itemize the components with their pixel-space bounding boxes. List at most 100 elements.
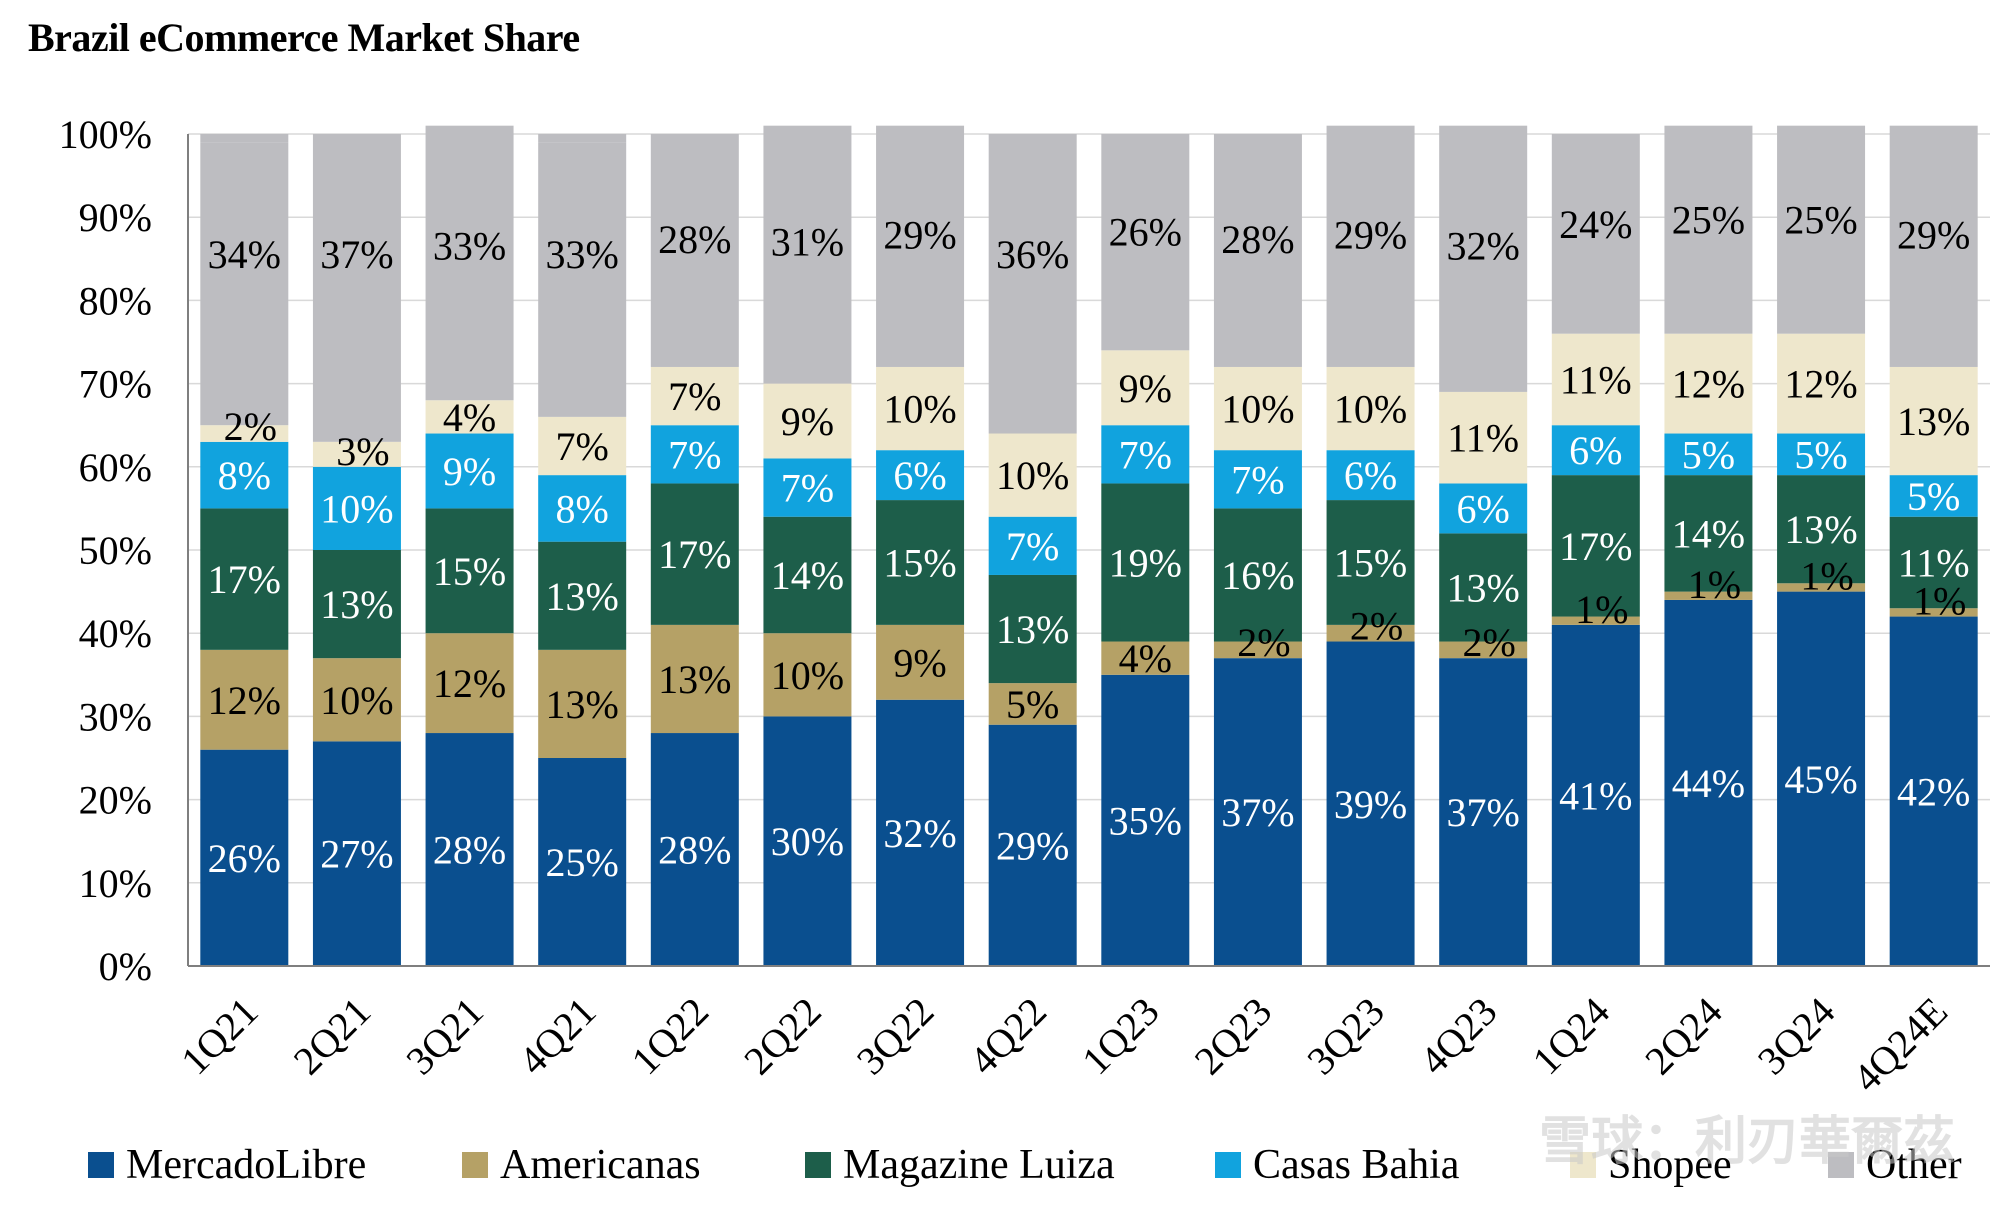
- bar-segment: [1213, 508, 1302, 642]
- data-label: 9%: [443, 449, 496, 494]
- bar-segment: [1777, 333, 1866, 434]
- bar-segment: [763, 458, 852, 517]
- data-label: 25%: [1672, 197, 1745, 242]
- bar-segment: [1889, 516, 1978, 609]
- bar-segment: [650, 483, 739, 625]
- data-label: 34%: [208, 232, 281, 277]
- data-label: 2%: [224, 404, 277, 449]
- bar-segment: [1777, 125, 1866, 334]
- legend-label: MercadoLibre: [126, 1142, 366, 1188]
- data-label: 17%: [208, 557, 281, 602]
- bar-segment: [200, 649, 289, 750]
- bar-segment: [650, 366, 739, 426]
- y-tick-label: 10%: [79, 861, 152, 906]
- bar-segment: [1551, 475, 1640, 617]
- bar-segment: [1664, 125, 1753, 334]
- data-label: 12%: [1784, 362, 1857, 407]
- legend: MercadoLibre Americanas Magazine Luiza Casa…: [88, 1142, 1962, 1188]
- bar-segment: [763, 516, 852, 634]
- legend-swatch: [1828, 1152, 1854, 1178]
- bar-segment: [1889, 366, 1978, 476]
- data-label: 7%: [668, 374, 721, 419]
- data-label: 4%: [1119, 636, 1172, 681]
- bar-segment: [200, 142, 289, 426]
- data-label: 8%: [556, 486, 609, 531]
- bar-segment: [1326, 624, 1415, 642]
- data-label: 29%: [1897, 212, 1970, 257]
- data-label: 13%: [996, 607, 1069, 652]
- x-tick-label: 3Q23: [1298, 989, 1393, 1084]
- legend-swatch: [462, 1152, 488, 1178]
- bar-segment: [538, 541, 627, 650]
- bar-segment: [1439, 125, 1528, 392]
- data-labels: 26%12%17%8%2%34%27%10%13%10%3%37%28%12%1…: [208, 197, 1971, 885]
- data-label: 6%: [1569, 428, 1622, 473]
- data-label: 29%: [1334, 212, 1407, 257]
- bar-segment: [1889, 608, 1978, 617]
- legend-label: Casas Bahia: [1253, 1142, 1460, 1188]
- bar-segment: [1213, 134, 1302, 367]
- data-label: 26%: [1109, 209, 1182, 254]
- bar-segment: [200, 425, 289, 442]
- data-label: 31%: [771, 220, 844, 265]
- y-tick-label: 30%: [79, 694, 152, 739]
- data-label: 2%: [1463, 620, 1516, 665]
- data-label: 28%: [658, 828, 731, 873]
- x-tick-label: 1Q21: [172, 989, 267, 1084]
- y-tick-label: 40%: [79, 611, 152, 656]
- data-label: 9%: [893, 640, 946, 685]
- x-tick-label: 3Q21: [397, 989, 492, 1084]
- bar-segment: [988, 574, 1077, 684]
- data-label: 10%: [996, 453, 1069, 498]
- data-label: 7%: [1119, 432, 1172, 477]
- bar-segment: [200, 749, 289, 966]
- bar-segment: [1326, 125, 1415, 367]
- y-tick-label: 90%: [79, 195, 152, 240]
- data-label: 6%: [1344, 453, 1397, 498]
- bar-segment: [650, 425, 739, 484]
- x-tick-labels: 1Q21 2Q21 3Q21 4Q21 1Q22 2Q22 3Q22 4Q22 1Q23 2Q23…: [172, 989, 1956, 1101]
- data-label: 9%: [781, 399, 834, 444]
- bar-segment: [1777, 433, 1866, 476]
- data-label: 5%: [1682, 432, 1735, 477]
- data-label: 13%: [546, 682, 619, 727]
- bar-segment: [1439, 391, 1528, 484]
- data-label: 12%: [208, 678, 281, 723]
- bar-segment: [876, 500, 965, 625]
- bar-segment: [538, 649, 627, 758]
- bar-segment: [425, 125, 514, 401]
- data-label: 37%: [1447, 790, 1520, 835]
- bar-segment: [1664, 475, 1753, 592]
- y-tick-label: 70%: [79, 362, 152, 407]
- data-label: 7%: [1231, 457, 1284, 502]
- data-label: 9%: [1119, 366, 1172, 411]
- axes: [187, 134, 1990, 967]
- data-label: 32%: [1447, 223, 1520, 268]
- bar-segment: [1101, 641, 1190, 675]
- data-label: 13%: [658, 657, 731, 702]
- data-label: 11%: [1898, 540, 1970, 585]
- bar-segment: [876, 125, 965, 367]
- data-label: 10%: [1334, 387, 1407, 432]
- bar-segment: [425, 400, 514, 434]
- bar-segment: [1326, 450, 1415, 501]
- bars: [200, 125, 1978, 966]
- bar-segment: [1213, 450, 1302, 509]
- bar-segment: [1439, 658, 1528, 966]
- bar-segment: [1326, 366, 1415, 451]
- bar-segment: [1439, 483, 1528, 534]
- bar-segment: [650, 134, 739, 367]
- bar-segment: [1213, 366, 1302, 451]
- data-label: 28%: [433, 828, 506, 873]
- data-label: 6%: [1457, 486, 1510, 531]
- bar-segment: [763, 633, 852, 717]
- data-label: 10%: [1221, 387, 1294, 432]
- legend-swatch: [1215, 1152, 1241, 1178]
- x-tick-label: 4Q24E: [1844, 989, 1956, 1101]
- bar-segment: [200, 508, 289, 650]
- bar-segment: [876, 624, 965, 700]
- legend-label: Magazine Luiza: [843, 1142, 1115, 1188]
- bar-segment: [876, 450, 965, 501]
- bar-segment: [650, 624, 739, 734]
- data-label: 1%: [1688, 562, 1741, 607]
